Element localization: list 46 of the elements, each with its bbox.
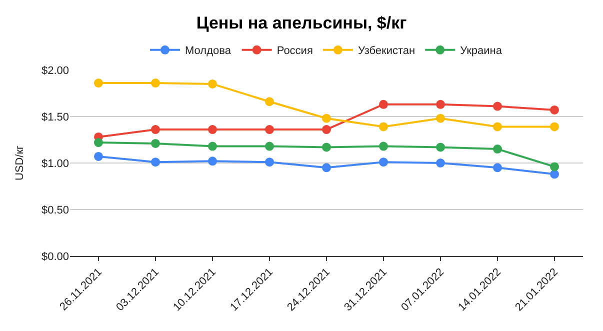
point (550, 162, 559, 172)
point (94, 78, 103, 88)
y-tick-label: $1.00 (41, 158, 69, 170)
point (550, 170, 559, 179)
point (493, 144, 502, 154)
chart-title: Цены на апельсины, $/кг (196, 13, 407, 32)
legend-label: Молдова (185, 45, 232, 58)
point (151, 125, 160, 134)
point (265, 97, 274, 106)
point (265, 125, 274, 134)
legend-label: Россия (276, 45, 313, 58)
legend-label: Узбекистан (358, 45, 416, 58)
point (208, 156, 217, 166)
point (436, 100, 445, 109)
point (265, 142, 274, 151)
point (379, 122, 388, 132)
y-axis-title: USD/кг (14, 145, 26, 181)
point (208, 142, 217, 151)
point (436, 142, 445, 152)
point (322, 125, 331, 134)
y-tick-label: $2.00 (41, 64, 69, 77)
point (379, 158, 388, 167)
point (550, 122, 559, 132)
point (322, 114, 331, 123)
point (493, 163, 502, 172)
point (265, 158, 274, 167)
point (379, 100, 388, 109)
point (94, 152, 103, 161)
point (322, 142, 331, 152)
point (436, 158, 445, 168)
y-tick-label: $0.00 (41, 250, 69, 263)
point (94, 138, 103, 148)
point (151, 158, 160, 167)
point (322, 163, 331, 172)
point (436, 114, 445, 123)
point (493, 122, 502, 132)
point (550, 105, 559, 114)
point (151, 138, 160, 148)
point (208, 125, 217, 134)
y-tick-label: $1.50 (41, 111, 69, 124)
legend-label: Украина (460, 45, 503, 58)
point (151, 78, 160, 88)
y-tick-label: $0.50 (41, 204, 69, 216)
point (208, 79, 217, 88)
point (379, 142, 388, 151)
point (493, 102, 502, 111)
